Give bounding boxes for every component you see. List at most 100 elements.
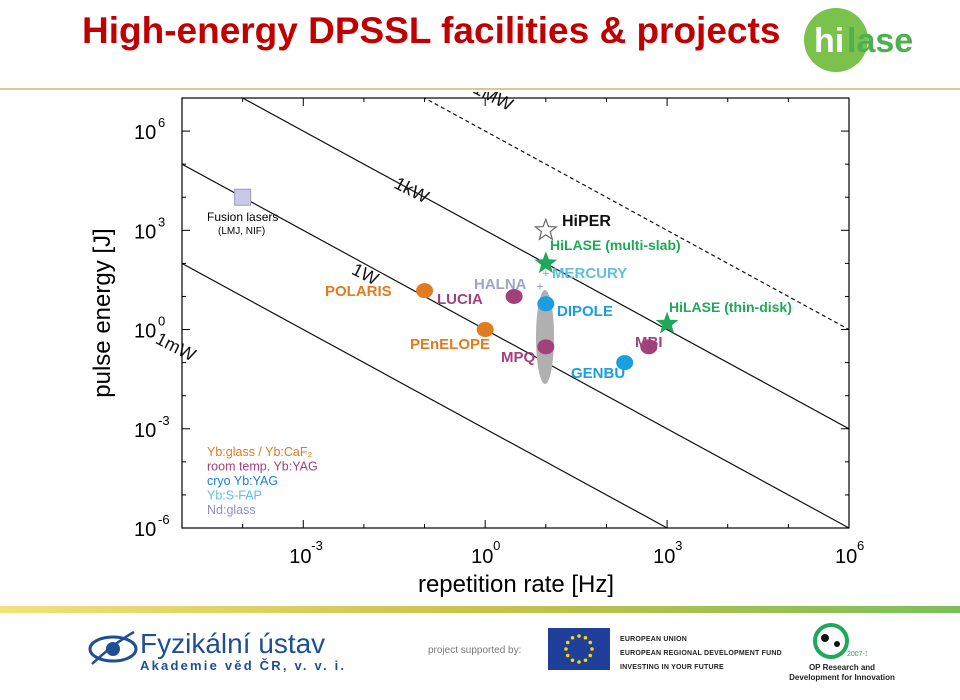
- power-lines: [182, 98, 849, 528]
- point-lucia: [505, 288, 523, 304]
- eu-star: [577, 634, 581, 638]
- point-genbu: [616, 355, 634, 371]
- point-hilase-multi-slab: [534, 251, 558, 274]
- fzu-eye-icon: [88, 630, 138, 665]
- hilase-logo-lase: lase: [847, 22, 913, 60]
- x-tick-label: 10: [835, 546, 857, 568]
- y-tick-label: 10: [134, 519, 156, 541]
- point-fusion-lasers: [234, 188, 252, 206]
- hilase-logo-hi: hi: [814, 22, 844, 60]
- header-rule: [0, 88, 960, 90]
- op-logo-icon: 2007-13: [813, 623, 867, 659]
- y-tick-exponent: -3: [158, 413, 170, 428]
- point-halna: [536, 283, 543, 290]
- eu-flag-icon: [548, 628, 610, 670]
- label-penelope: PEnELOPE: [410, 336, 490, 353]
- eu-star: [565, 653, 570, 658]
- legend-item-nd-glass: Nd:glass: [207, 503, 256, 517]
- point-mbi: [640, 339, 658, 355]
- fzu-subtitle: Akademie věd ČR, v. v. i.: [140, 658, 347, 673]
- eu-line-1: EUROPEAN UNION: [620, 636, 687, 643]
- y-tick-exponent: 0: [158, 314, 165, 329]
- data-points: [234, 188, 679, 371]
- x-tick-exponent: 0: [493, 538, 500, 553]
- y-tick-exponent: 3: [158, 214, 165, 229]
- legend-item-yb-s-fap: Yb:S-FAP: [207, 489, 262, 503]
- eu-star: [564, 647, 568, 651]
- y-axis-label: pulse energy [J]: [89, 228, 116, 397]
- power-label-1mw: 1mW: [153, 328, 200, 365]
- legend-item-room-temp-yb-yag: room temp. Yb:YAG: [207, 460, 318, 474]
- point-mercury: [542, 270, 549, 277]
- legend-item-cryo-yb-yag: cryo Yb:YAG: [207, 474, 278, 488]
- fzu-title: Fyzikální ústav: [140, 628, 326, 659]
- eu-line-2: EUROPEAN REGIONAL DEVELOPMENT FUND: [620, 650, 782, 657]
- eu-star: [588, 640, 593, 645]
- power-label-1kw: 1kW: [391, 173, 432, 207]
- power-line-1mw: [182, 262, 669, 528]
- power-line-1w: [182, 163, 849, 528]
- footer-band: [0, 606, 960, 613]
- op-line-1: OP Research and: [808, 663, 876, 672]
- supported-by-text: project supported by:: [428, 645, 522, 656]
- x-tick-exponent: 6: [857, 538, 864, 553]
- op-year: 2007-13: [847, 651, 867, 658]
- eu-star: [577, 660, 581, 664]
- page-title: High-energy DPSSL facilities & projects: [82, 10, 781, 51]
- label-fusion-lasers: Fusion lasers: [207, 210, 278, 224]
- plot-frame: [181, 97, 850, 529]
- power-line-1kw: [241, 98, 849, 430]
- legend-item-yb-glass-yb-caf: Yb:glass / Yb:CaF₂: [207, 445, 313, 459]
- y-tick-label: 10: [134, 321, 156, 343]
- hilase-logo-circle: [804, 8, 868, 72]
- eu-star: [583, 658, 588, 663]
- op-line-2: Development for Innovation: [789, 673, 895, 682]
- label-hilase-thin-disk: HiLASE (thin-disk): [669, 299, 792, 315]
- x-tick-label: 10: [471, 546, 493, 568]
- label-fusion-lasers-sub: (LMJ, NIF): [218, 226, 265, 237]
- label-mercury: MERCURY: [552, 265, 627, 282]
- x-axis-label: repetition rate [Hz]: [418, 571, 614, 598]
- x-tick-exponent: -3: [311, 538, 323, 553]
- point-penelope: [476, 322, 494, 338]
- mpq-range-ellipse: [536, 290, 554, 384]
- power-line-1mw: [423, 98, 849, 331]
- eu-line-3: INVESTING IN YOUR FUTURE: [620, 664, 724, 671]
- point-polaris: [416, 283, 434, 299]
- axis-ticks: [181, 97, 850, 529]
- eu-star: [565, 640, 570, 645]
- y-tick-exponent: -6: [158, 512, 170, 527]
- point-dipole: [537, 296, 555, 312]
- y-tick-label: 10: [134, 221, 156, 243]
- label-mbi: MBI: [635, 334, 663, 351]
- label-lucia: LUCIA: [437, 291, 483, 308]
- label-hilase-multi-slab: HiLASE (multi-slab): [550, 237, 681, 253]
- label-hiper: HiPER: [562, 213, 611, 230]
- hilase-logo: hi lase: [804, 8, 913, 72]
- eu-star: [570, 635, 575, 640]
- eu-star: [583, 635, 588, 640]
- label-mpq: MPQ: [501, 349, 536, 366]
- power-label-1mw: 1MW: [470, 92, 517, 115]
- label-genbu: GENBU: [571, 365, 625, 382]
- y-tick-label: 10: [134, 420, 156, 442]
- label-dipole: DIPOLE: [557, 303, 613, 320]
- y-tick-label: 10: [134, 122, 156, 144]
- eu-star: [588, 653, 593, 658]
- label-polaris: POLARIS: [325, 283, 392, 300]
- label-halna: HALNA: [474, 276, 527, 293]
- y-tick-exponent: 6: [158, 115, 165, 130]
- eu-star: [570, 658, 575, 663]
- point-hiper: [533, 217, 558, 241]
- point-labels: Fusion lasers (LMJ, NIF) POLARIS PEnELOPE LU…: [207, 210, 792, 382]
- point-hilase-thin-disk: [655, 311, 679, 334]
- x-tick-label: 10: [289, 546, 311, 568]
- x-tick-exponent: 3: [675, 538, 682, 553]
- point-mpq: [537, 339, 555, 355]
- eu-star: [590, 647, 594, 651]
